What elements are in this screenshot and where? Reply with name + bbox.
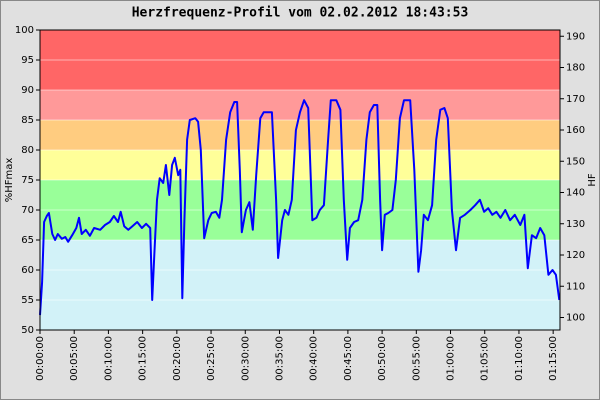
x-tick-label: 00:50:00 (377, 336, 388, 381)
y-tick-label: 100 (15, 25, 34, 36)
y2-axis-label: HF (587, 173, 598, 187)
plot-area: 50 55 60 65 70 75 80 85 90 95 100 100 110 120 130 140 15… (15, 25, 585, 381)
x-tick-label: 00:30:00 (240, 336, 251, 381)
plot-border (39, 29, 561, 331)
x-tick-label: 00:25:00 (206, 336, 217, 381)
zone-band (40, 240, 560, 330)
x-tick-label: 01:00:00 (446, 336, 457, 381)
x-tick-label: 01:10:00 (514, 336, 525, 381)
y2-tick-label: 100 (566, 313, 585, 324)
y-tick-label: 70 (21, 205, 34, 216)
y2-tick-label: 150 (566, 156, 585, 167)
x-tick-label: 00:10:00 (103, 336, 114, 381)
y2-tick-label: 110 (566, 281, 585, 292)
y-tick-label: 80 (21, 145, 34, 156)
y-axis-label: %HFmax (4, 158, 15, 203)
y2-tick-label: 190 (566, 31, 585, 42)
y2-tick-label: 160 (566, 125, 585, 136)
x-tick-label: 00:05:00 (69, 336, 80, 381)
y2-tick-label: 130 (566, 219, 585, 230)
y2-tick-label: 120 (566, 250, 585, 261)
y2-tick-label: 180 (566, 63, 585, 74)
chart-title: Herzfrequenz-Profil vom 02.02.2012 18:43… (132, 6, 469, 21)
y-tick-label: 65 (21, 235, 34, 246)
y-tick-label: 55 (21, 295, 34, 306)
y-tick-label: 50 (21, 325, 34, 336)
x-tick-label: 00:55:00 (411, 336, 422, 381)
zone-band (40, 120, 560, 150)
y-tick-label: 90 (21, 85, 34, 96)
series-line (39, 99, 561, 316)
x-tick-label: 00:20:00 (172, 336, 183, 381)
x-tick-label: 00:45:00 (343, 336, 354, 381)
y-tick-label: 60 (21, 265, 34, 276)
y2-tick-label: 140 (566, 188, 585, 199)
y-tick-label: 75 (21, 175, 34, 186)
x-tick-label: 01:05:00 (480, 336, 491, 381)
x-tick-label: 00:40:00 (309, 336, 320, 381)
y-tick-label: 85 (21, 115, 34, 126)
x-tick-label: 00:15:00 (138, 336, 149, 381)
x-tick-label: 01:15:00 (548, 336, 559, 381)
y-tick-label: 95 (21, 55, 34, 66)
x-tick-label: 00:00:00 (35, 336, 46, 381)
zone-band (40, 150, 560, 180)
y2-tick-label: 170 (566, 94, 585, 105)
x-tick-label: 00:35:00 (274, 336, 285, 381)
